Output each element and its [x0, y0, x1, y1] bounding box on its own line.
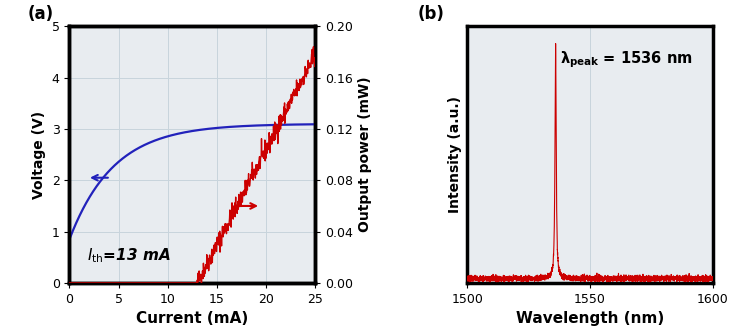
Y-axis label: Intensity (a.u.): Intensity (a.u.) [447, 96, 462, 213]
Y-axis label: Output power (mW): Output power (mW) [358, 77, 372, 233]
Text: $\boldsymbol{\lambda}_{\mathbf{peak}}$ = 1536 nm: $\boldsymbol{\lambda}_{\mathbf{peak}}$ =… [561, 49, 693, 70]
X-axis label: Current (mA): Current (mA) [136, 311, 249, 326]
Text: (a): (a) [28, 5, 54, 23]
X-axis label: Wavelength (nm): Wavelength (nm) [516, 311, 664, 326]
Text: (b): (b) [418, 5, 445, 23]
Y-axis label: Voltage (V): Voltage (V) [32, 111, 46, 199]
Text: $I_{\mathrm{th}}$=13 mA: $I_{\mathrm{th}}$=13 mA [87, 246, 170, 265]
